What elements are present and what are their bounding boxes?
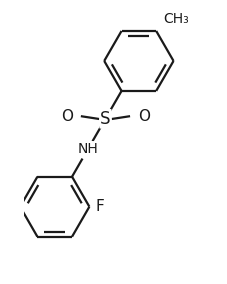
Text: O: O (61, 109, 73, 124)
Text: O: O (138, 109, 150, 124)
Text: S: S (100, 110, 111, 128)
Text: CH₃: CH₃ (164, 12, 189, 26)
Text: NH: NH (78, 142, 99, 156)
Text: F: F (96, 199, 104, 214)
